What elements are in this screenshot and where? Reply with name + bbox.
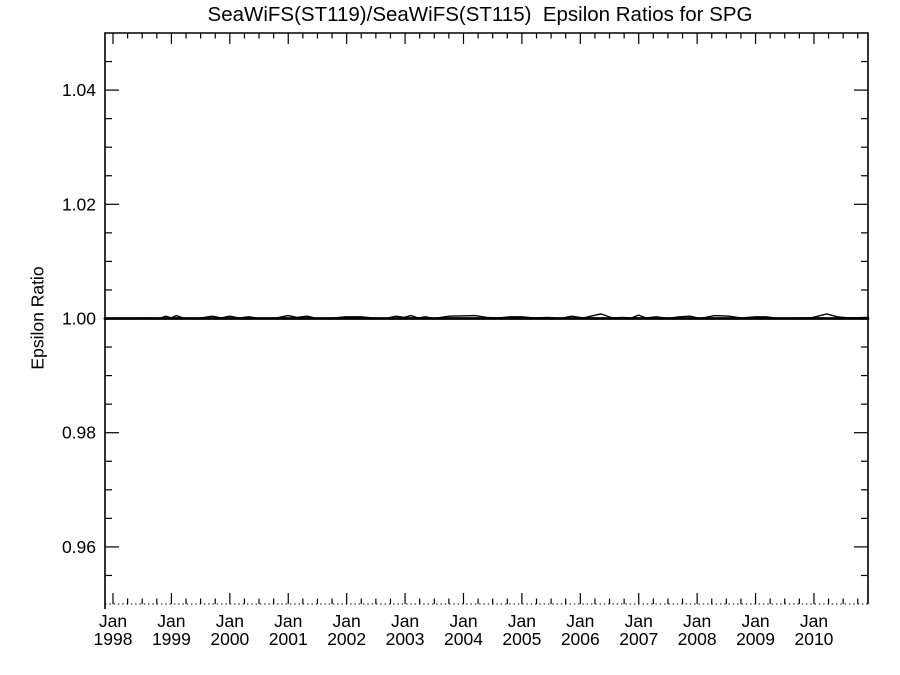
x-tick-label-month: Jan xyxy=(449,611,477,631)
x-tick-label-year: 2001 xyxy=(269,629,308,649)
x-tick-label-year: 2000 xyxy=(210,629,249,649)
y-tick-label: 1.04 xyxy=(62,80,96,100)
x-tick-label-year: 2009 xyxy=(736,629,775,649)
x-tick-label-month: Jan xyxy=(566,611,594,631)
y-tick-label: 1.02 xyxy=(62,194,96,214)
x-tick-label-month: Jan xyxy=(157,611,185,631)
axis-frame xyxy=(104,32,869,609)
x-tick-label-year: 2003 xyxy=(386,629,425,649)
x-tick-label-year: 1999 xyxy=(152,629,191,649)
x-tick-label-year: 2002 xyxy=(327,629,366,649)
x-tick-label-month: Jan xyxy=(216,611,244,631)
x-tick-label-year: 2005 xyxy=(502,629,541,649)
x-tick-label-month: Jan xyxy=(274,611,302,631)
y-tick-label: 0.96 xyxy=(62,537,96,557)
x-tick-label-month: Jan xyxy=(99,611,127,631)
chart-title: SeaWiFS(ST119)/SeaWiFS(ST115) Epsilon Ra… xyxy=(207,3,753,26)
x-tick-label-month: Jan xyxy=(683,611,711,631)
x-tick-label-month: Jan xyxy=(800,611,828,631)
x-tick-label-year: 2006 xyxy=(561,629,600,649)
y-tick-label: 1.00 xyxy=(62,309,96,329)
x-tick-label-year: 2007 xyxy=(619,629,658,649)
x-tick-label-year: 2010 xyxy=(794,629,833,649)
x-tick-label-month: Jan xyxy=(741,611,769,631)
x-tick-label-month: Jan xyxy=(508,611,536,631)
x-tick-label-year: 2004 xyxy=(444,629,483,649)
y-tick-label: 0.98 xyxy=(62,423,96,443)
epsilon-ratio-trace-line xyxy=(104,313,869,320)
x-tick-label-year: 2008 xyxy=(678,629,717,649)
x-tick-label-month: Jan xyxy=(333,611,361,631)
x-tick-label-month: Jan xyxy=(625,611,653,631)
x-tick-label-year: 1998 xyxy=(94,629,133,649)
x-tick-label-month: Jan xyxy=(391,611,419,631)
